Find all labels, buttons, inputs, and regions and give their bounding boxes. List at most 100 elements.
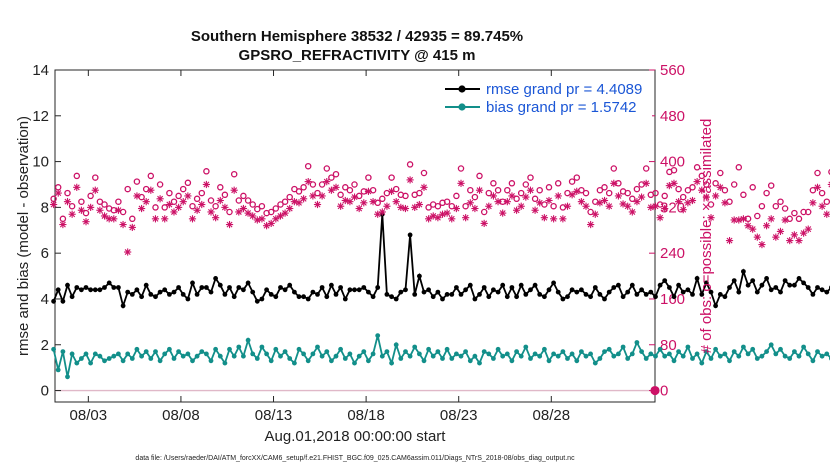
data-point-assimilated — [309, 192, 317, 200]
data-point — [523, 292, 529, 297]
data-point-assimilated — [526, 186, 535, 194]
data-point — [801, 344, 806, 350]
data-point — [727, 358, 732, 364]
data-point — [750, 278, 756, 283]
data-point-possible — [369, 186, 377, 194]
data-point — [648, 351, 654, 357]
data-point-assimilated — [716, 183, 724, 191]
y-tick-left-label: 14 — [32, 62, 49, 79]
data-point-assimilated — [776, 227, 785, 236]
data-point-possible — [203, 168, 210, 175]
data-point — [120, 358, 126, 364]
data-point-possible — [522, 181, 530, 188]
data-point — [518, 282, 524, 288]
data-point — [648, 289, 654, 295]
data-point — [319, 285, 325, 290]
data-point-possible — [693, 164, 701, 171]
data-point — [523, 344, 529, 350]
data-point-possible — [814, 169, 821, 177]
data-point — [542, 294, 547, 300]
data-point — [338, 285, 343, 290]
data-point — [403, 349, 408, 354]
data-point — [782, 278, 788, 283]
data-point — [773, 351, 779, 357]
data-point-assimilated — [795, 236, 803, 245]
data-point-possible — [698, 172, 706, 180]
data-point-possible — [64, 189, 71, 197]
data-point — [639, 349, 644, 354]
data-point — [324, 349, 330, 354]
data-point — [634, 340, 640, 345]
data-point — [417, 273, 422, 279]
data-point-assimilated — [462, 214, 470, 222]
y-tick-left-label: 0 — [41, 383, 49, 400]
data-point — [643, 292, 649, 297]
data-point-possible — [318, 181, 326, 188]
data-point — [129, 356, 135, 361]
data-point-possible — [661, 192, 668, 200]
data-point-possible — [82, 209, 90, 217]
data-point-possible — [684, 186, 692, 194]
data-point-assimilated — [59, 220, 67, 229]
data-point — [278, 285, 283, 290]
data-point-assimilated — [656, 214, 664, 222]
plot-area — [54, 69, 656, 403]
data-point-assimilated — [175, 203, 183, 211]
data-point-assimilated — [392, 198, 400, 206]
data-point — [310, 289, 316, 295]
data-point-assimilated — [693, 178, 701, 186]
data-point-assimilated — [225, 220, 234, 229]
data-point — [754, 356, 760, 361]
data-point-assimilated — [387, 187, 396, 195]
data-point-possible — [642, 165, 650, 172]
data-point-possible — [531, 195, 539, 203]
data-point-assimilated — [637, 193, 646, 201]
data-point — [69, 351, 75, 357]
data-point-possible — [795, 215, 803, 223]
data-point-assimilated — [675, 198, 683, 206]
y-tick-right-label: 240 — [660, 245, 685, 262]
data-point-assimilated — [82, 218, 90, 226]
data-point-possible — [457, 165, 465, 172]
data-point-possible — [749, 184, 756, 191]
data-point-possible — [156, 181, 164, 188]
data-point — [55, 287, 61, 293]
data-point — [491, 356, 496, 361]
data-point-possible — [670, 166, 678, 174]
data-point-assimilated — [133, 192, 141, 200]
data-point-assimilated — [216, 196, 224, 205]
data-point-possible — [184, 179, 192, 187]
data-point-assimilated — [281, 209, 289, 217]
data-point-assimilated — [735, 216, 743, 224]
data-point-possible — [328, 174, 335, 181]
data-point-assimilated — [753, 233, 761, 241]
data-point-possible — [550, 202, 557, 210]
data-point — [481, 349, 487, 354]
data-point — [532, 351, 538, 357]
data-point — [667, 285, 672, 290]
data-point-possible — [166, 189, 173, 197]
data-point — [171, 356, 177, 361]
data-point — [653, 353, 658, 359]
data-point — [79, 356, 84, 361]
data-point — [810, 358, 816, 364]
data-point — [403, 287, 408, 293]
data-point-assimilated — [563, 202, 572, 210]
data-point-assimilated — [448, 215, 456, 223]
data-point-possible — [96, 198, 104, 205]
data-point-assimilated — [480, 219, 488, 228]
data-point — [162, 287, 168, 293]
x-axis-label: Aug.01,2018 00:00:00 start — [265, 428, 447, 445]
data-point — [366, 358, 371, 364]
data-point — [449, 292, 455, 297]
data-point — [796, 353, 802, 359]
data-point — [509, 358, 515, 364]
data-point-assimilated — [591, 210, 599, 218]
data-point — [88, 287, 93, 293]
data-point-assimilated — [772, 233, 780, 241]
data-point — [583, 353, 589, 359]
data-point — [606, 346, 612, 352]
data-point-assimilated — [503, 198, 511, 206]
data-point-possible — [420, 169, 428, 177]
data-point — [690, 292, 695, 297]
